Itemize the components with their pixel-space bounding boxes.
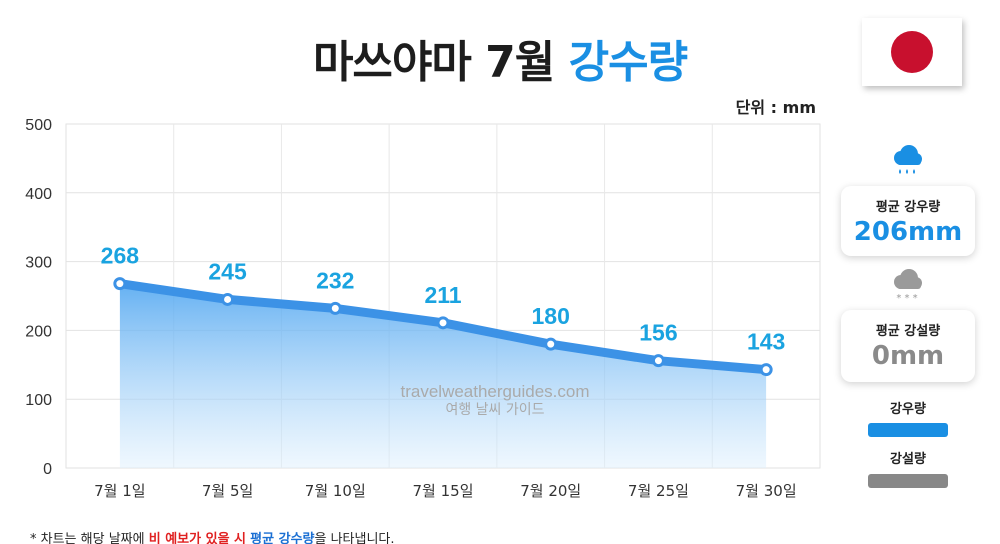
data-point [544, 337, 558, 351]
data-label: 156 [639, 320, 677, 346]
page-title: 마쓰야마 7월 강수량 [0, 26, 1000, 90]
avg-snowfall-label: 평균 강설량 [875, 324, 941, 339]
y-axis-ticks: 0 100 200 300 400 500 [25, 117, 52, 478]
unit-label: 단위 : mm [735, 98, 816, 117]
japan-flag-icon [862, 18, 962, 86]
data-label: 211 [424, 282, 461, 308]
x-tick-label: 7월 20일 [520, 482, 581, 500]
title-main: 마쓰야마 7월 [312, 37, 555, 88]
data-point [221, 292, 235, 306]
rain-cloud-icon [894, 145, 922, 174]
y-tick-label: 100 [25, 392, 52, 409]
x-tick-label: 7월 15일 [413, 482, 474, 500]
data-label: 143 [747, 329, 785, 355]
legend-snow-label: 강설량 [890, 452, 926, 467]
y-tick-label: 400 [25, 186, 52, 203]
y-tick-label: 200 [25, 323, 52, 340]
y-tick-label: 300 [25, 255, 52, 272]
title-accent: 강수량 [568, 37, 688, 88]
x-tick-label: 7월 30일 [736, 482, 797, 500]
data-label: 232 [316, 267, 354, 293]
data-point [113, 277, 127, 291]
footnote-prefix: * 차트는 해당 날짜에 [30, 532, 149, 544]
watermark-url: travelweatherguides.com [401, 382, 590, 401]
snow-cloud-icon: * * * [894, 269, 922, 302]
footnote-red: 비 예보가 있을 시 [148, 532, 247, 544]
data-point [328, 301, 342, 315]
x-tick-label: 7월 1일 [94, 482, 145, 500]
data-points [113, 277, 773, 377]
x-axis-ticks: 7월 1일 7월 5일 7월 10일 7월 15일 7월 20일 7월 25일 7월 30일 [94, 482, 797, 500]
legend-snow-swatch [868, 474, 948, 488]
x-tick-label: 7월 25일 [628, 482, 689, 500]
flag-disc [891, 31, 933, 73]
data-labels: 268 245 232 211 180 156 143 [101, 243, 786, 355]
legend-rain-swatch [868, 423, 948, 437]
data-label: 245 [208, 258, 247, 284]
x-tick-label: 7월 10일 [305, 482, 366, 500]
svg-text:* * *: * * * [896, 293, 917, 302]
avg-snowfall-value: 0mm [871, 341, 945, 371]
avg-rainfall-card: 평균 강우량 206mm [841, 186, 975, 256]
y-tick-label: 500 [25, 117, 52, 134]
avg-snowfall-card: 평균 강설량 0mm [841, 310, 975, 382]
watermark-korean: 여행 날씨 가이드 [445, 402, 544, 418]
avg-rainfall-value: 206mm [853, 217, 963, 247]
data-point [651, 354, 665, 368]
footnote: * 차트는 해당 날짜에 비 예보가 있을 시 평균 강수량을 나타냅니다. [30, 528, 395, 544]
avg-rainfall-label: 평균 강우량 [875, 200, 941, 215]
footnote-suffix: 을 나타냅니다. [314, 532, 395, 544]
y-tick-label: 0 [43, 461, 52, 478]
x-tick-label: 7월 5일 [202, 482, 253, 500]
legend-rain-label: 강우량 [890, 402, 926, 417]
data-label: 268 [101, 243, 140, 269]
data-label: 180 [532, 303, 570, 329]
rain-area-fill [119, 283, 767, 468]
data-point [436, 316, 450, 330]
data-point [759, 363, 773, 377]
footnote-blue: 평균 강수량 [250, 532, 315, 544]
